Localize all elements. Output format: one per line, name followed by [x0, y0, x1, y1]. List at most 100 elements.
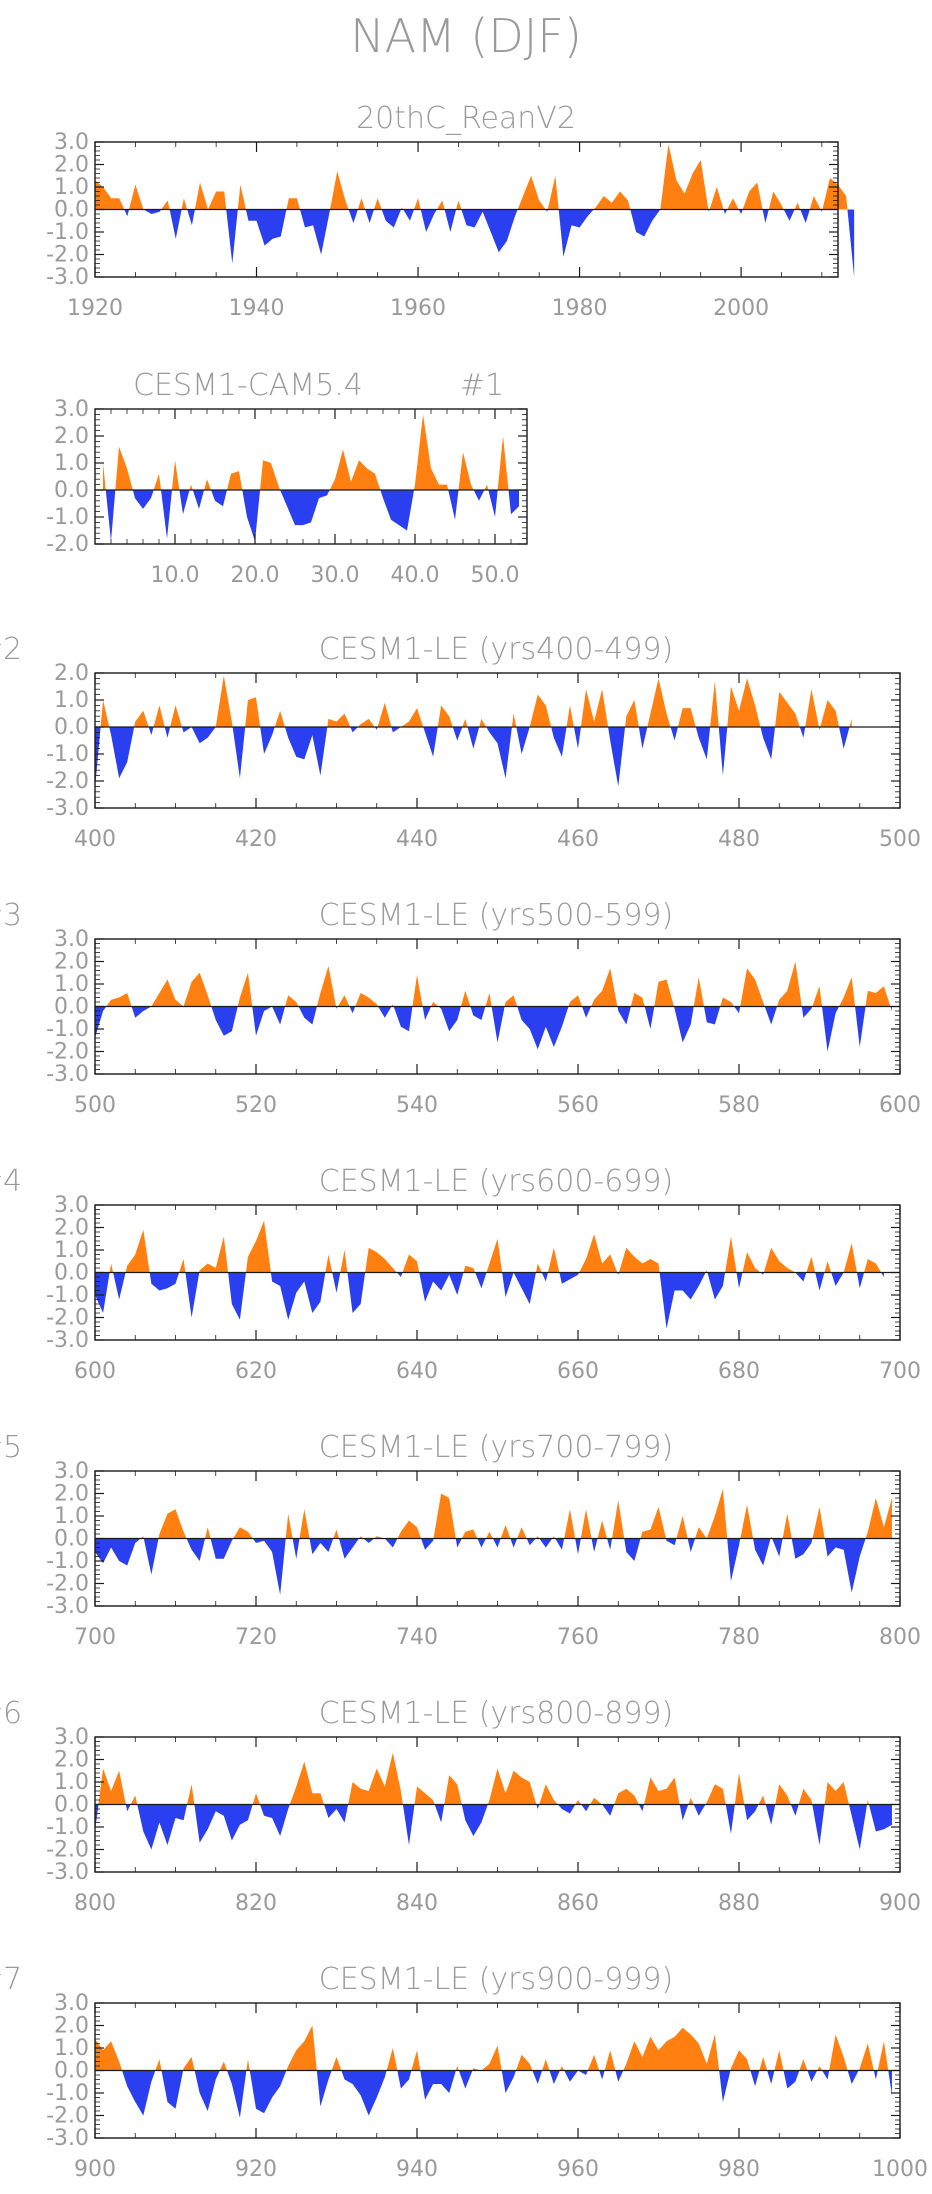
y-tick-label: 2.0	[54, 2014, 89, 2039]
y-tick-label: 1.0	[54, 688, 89, 713]
y-tick-label: 1.0	[54, 175, 89, 200]
positive-area	[95, 1220, 884, 1273]
x-tick-label: 520	[235, 1093, 277, 1118]
x-tick-label: 400	[74, 827, 116, 852]
y-tick-label: -2.0	[46, 1572, 89, 1597]
panel-run-label: #3	[0, 898, 22, 933]
x-tick-label: 620	[235, 1359, 277, 1384]
y-tick-label: 3.0	[54, 397, 89, 422]
y-tick-label: 1.0	[54, 1770, 89, 1795]
x-tick-label: 980	[718, 2157, 760, 2182]
y-tick-label: -1.0	[46, 1017, 89, 1042]
x-tick-label: 40.0	[391, 563, 440, 588]
y-tick-label: -2.0	[46, 532, 89, 557]
x-tick-label: 1980	[552, 296, 608, 321]
y-tick-label: -2.0	[46, 1306, 89, 1331]
y-tick-label: 3.0	[54, 927, 89, 952]
y-tick-label: 2.0	[54, 1748, 89, 1773]
y-tick-label: 0.0	[54, 1261, 89, 1286]
x-tick-label: 600	[74, 1359, 116, 1384]
positive-area	[95, 961, 892, 1007]
x-tick-label: 20.0	[231, 563, 280, 588]
x-tick-label: 800	[879, 1625, 921, 1650]
x-tick-label: 420	[235, 827, 277, 852]
x-tick-label: 740	[396, 1625, 438, 1650]
panel-run-label: #1	[460, 368, 504, 403]
panel-2: CESM1-LE (yrs400-499) #2 2.01.00.0-1.0-2.0…	[0, 632, 921, 852]
x-tick-label: 900	[879, 1891, 921, 1916]
y-tick-label: -3.0	[46, 1860, 89, 1885]
x-tick-label: 940	[396, 2157, 438, 2182]
x-tick-label: 1940	[229, 296, 285, 321]
x-tick-label: 1960	[390, 296, 446, 321]
y-tick-label: -1.0	[46, 505, 89, 530]
x-tick-label: 880	[718, 1891, 760, 1916]
figure-title: NAM (DJF)	[350, 9, 582, 63]
x-tick-label: 580	[718, 1093, 760, 1118]
y-tick-label: 3.0	[54, 1193, 89, 1218]
panel-title: 20thC_ReanV2	[356, 101, 576, 136]
y-tick-label: 3.0	[54, 1725, 89, 1750]
x-tick-label: 840	[396, 1891, 438, 1916]
positive-area	[95, 2025, 892, 2071]
y-tick-label: -2.0	[46, 243, 89, 268]
negative-area	[95, 209, 855, 277]
x-tick-label: 460	[557, 827, 599, 852]
panel-title: CESM1-LE (yrs900-999)	[319, 1962, 673, 1997]
x-tick-label: 1920	[67, 296, 123, 321]
panels: 20thC_ReanV23.02.01.00.0-1.0-2.0-3.01920…	[0, 101, 928, 2182]
panel-run-label: #2	[0, 632, 22, 667]
y-tick-label: 1.0	[54, 972, 89, 997]
panel-title: CESM1-LE (yrs400-499)	[319, 632, 673, 667]
negative-area	[95, 2070, 892, 2118]
panel-4: CESM1-LE (yrs600-699)#43.02.01.00.0-1.0-…	[0, 1164, 921, 1384]
y-tick-label: 1.0	[54, 1238, 89, 1263]
y-tick-label: -1.0	[46, 2081, 89, 2106]
x-tick-label: 680	[718, 1359, 760, 1384]
y-tick-label: -1.0	[46, 1549, 89, 1574]
panel-0: 20thC_ReanV2 3.02.01.00.0-1.0-2.0-3.0 1920…	[46, 101, 855, 321]
y-tick-label: 0.0	[54, 1793, 89, 1818]
x-tick-label: 500	[879, 827, 921, 852]
y-tick-label: 2.0	[54, 661, 89, 686]
x-tick-label: 480	[718, 827, 760, 852]
negative-area	[103, 490, 519, 542]
y-tick-label: -1.0	[46, 1283, 89, 1308]
y-tick-label: 3.0	[54, 130, 89, 155]
y-tick-label: -3.0	[46, 1594, 89, 1619]
y-tick-label: -1.0	[46, 742, 89, 767]
x-tick-label: 500	[74, 1093, 116, 1118]
panel-title: CESM1-LE (yrs800-899)	[319, 1696, 673, 1731]
panel-title: CESM1-CAM5.4	[133, 368, 363, 403]
x-tick-label: 720	[235, 1625, 277, 1650]
y-tick-label: 0.0	[54, 1527, 89, 1552]
panel-title: CESM1-LE (yrs700-799)	[319, 1430, 673, 1465]
y-tick-label: -3.0	[46, 1328, 89, 1353]
x-tick-label: 10.0	[151, 563, 200, 588]
y-tick-label: -3.0	[46, 796, 89, 821]
x-tick-label: 440	[396, 827, 438, 852]
positive-area	[95, 1489, 892, 1539]
y-tick-label: 2.0	[54, 950, 89, 975]
x-tick-label: 2000	[713, 296, 769, 321]
y-tick-label: 2.0	[54, 1216, 89, 1241]
x-tick-label: 1000	[872, 2157, 928, 2182]
x-tick-label: 860	[557, 1891, 599, 1916]
y-tick-label: 0.0	[54, 715, 89, 740]
y-tick-label: -2.0	[46, 1838, 89, 1863]
y-tick-label: 0.0	[54, 995, 89, 1020]
y-tick-label: 2.0	[54, 153, 89, 178]
y-tick-label: -3.0	[46, 1062, 89, 1087]
panel-run-label: #6	[0, 1696, 22, 1731]
panel-run-label: #7	[0, 1962, 22, 1997]
panel-6: CESM1-LE (yrs800-899)#63.02.01.00.0-1.0-…	[0, 1696, 921, 1916]
positive-area	[103, 414, 519, 490]
x-tick-label: 900	[74, 2157, 116, 2182]
x-tick-label: 820	[235, 1891, 277, 1916]
y-tick-label: 3.0	[54, 1991, 89, 2016]
x-tick-label: 600	[879, 1093, 921, 1118]
panel-5: CESM1-LE (yrs700-799)#53.02.01.00.0-1.0-…	[0, 1430, 921, 1650]
positive-area	[95, 144, 855, 210]
panel-title: CESM1-LE (yrs600-699)	[319, 1164, 673, 1199]
